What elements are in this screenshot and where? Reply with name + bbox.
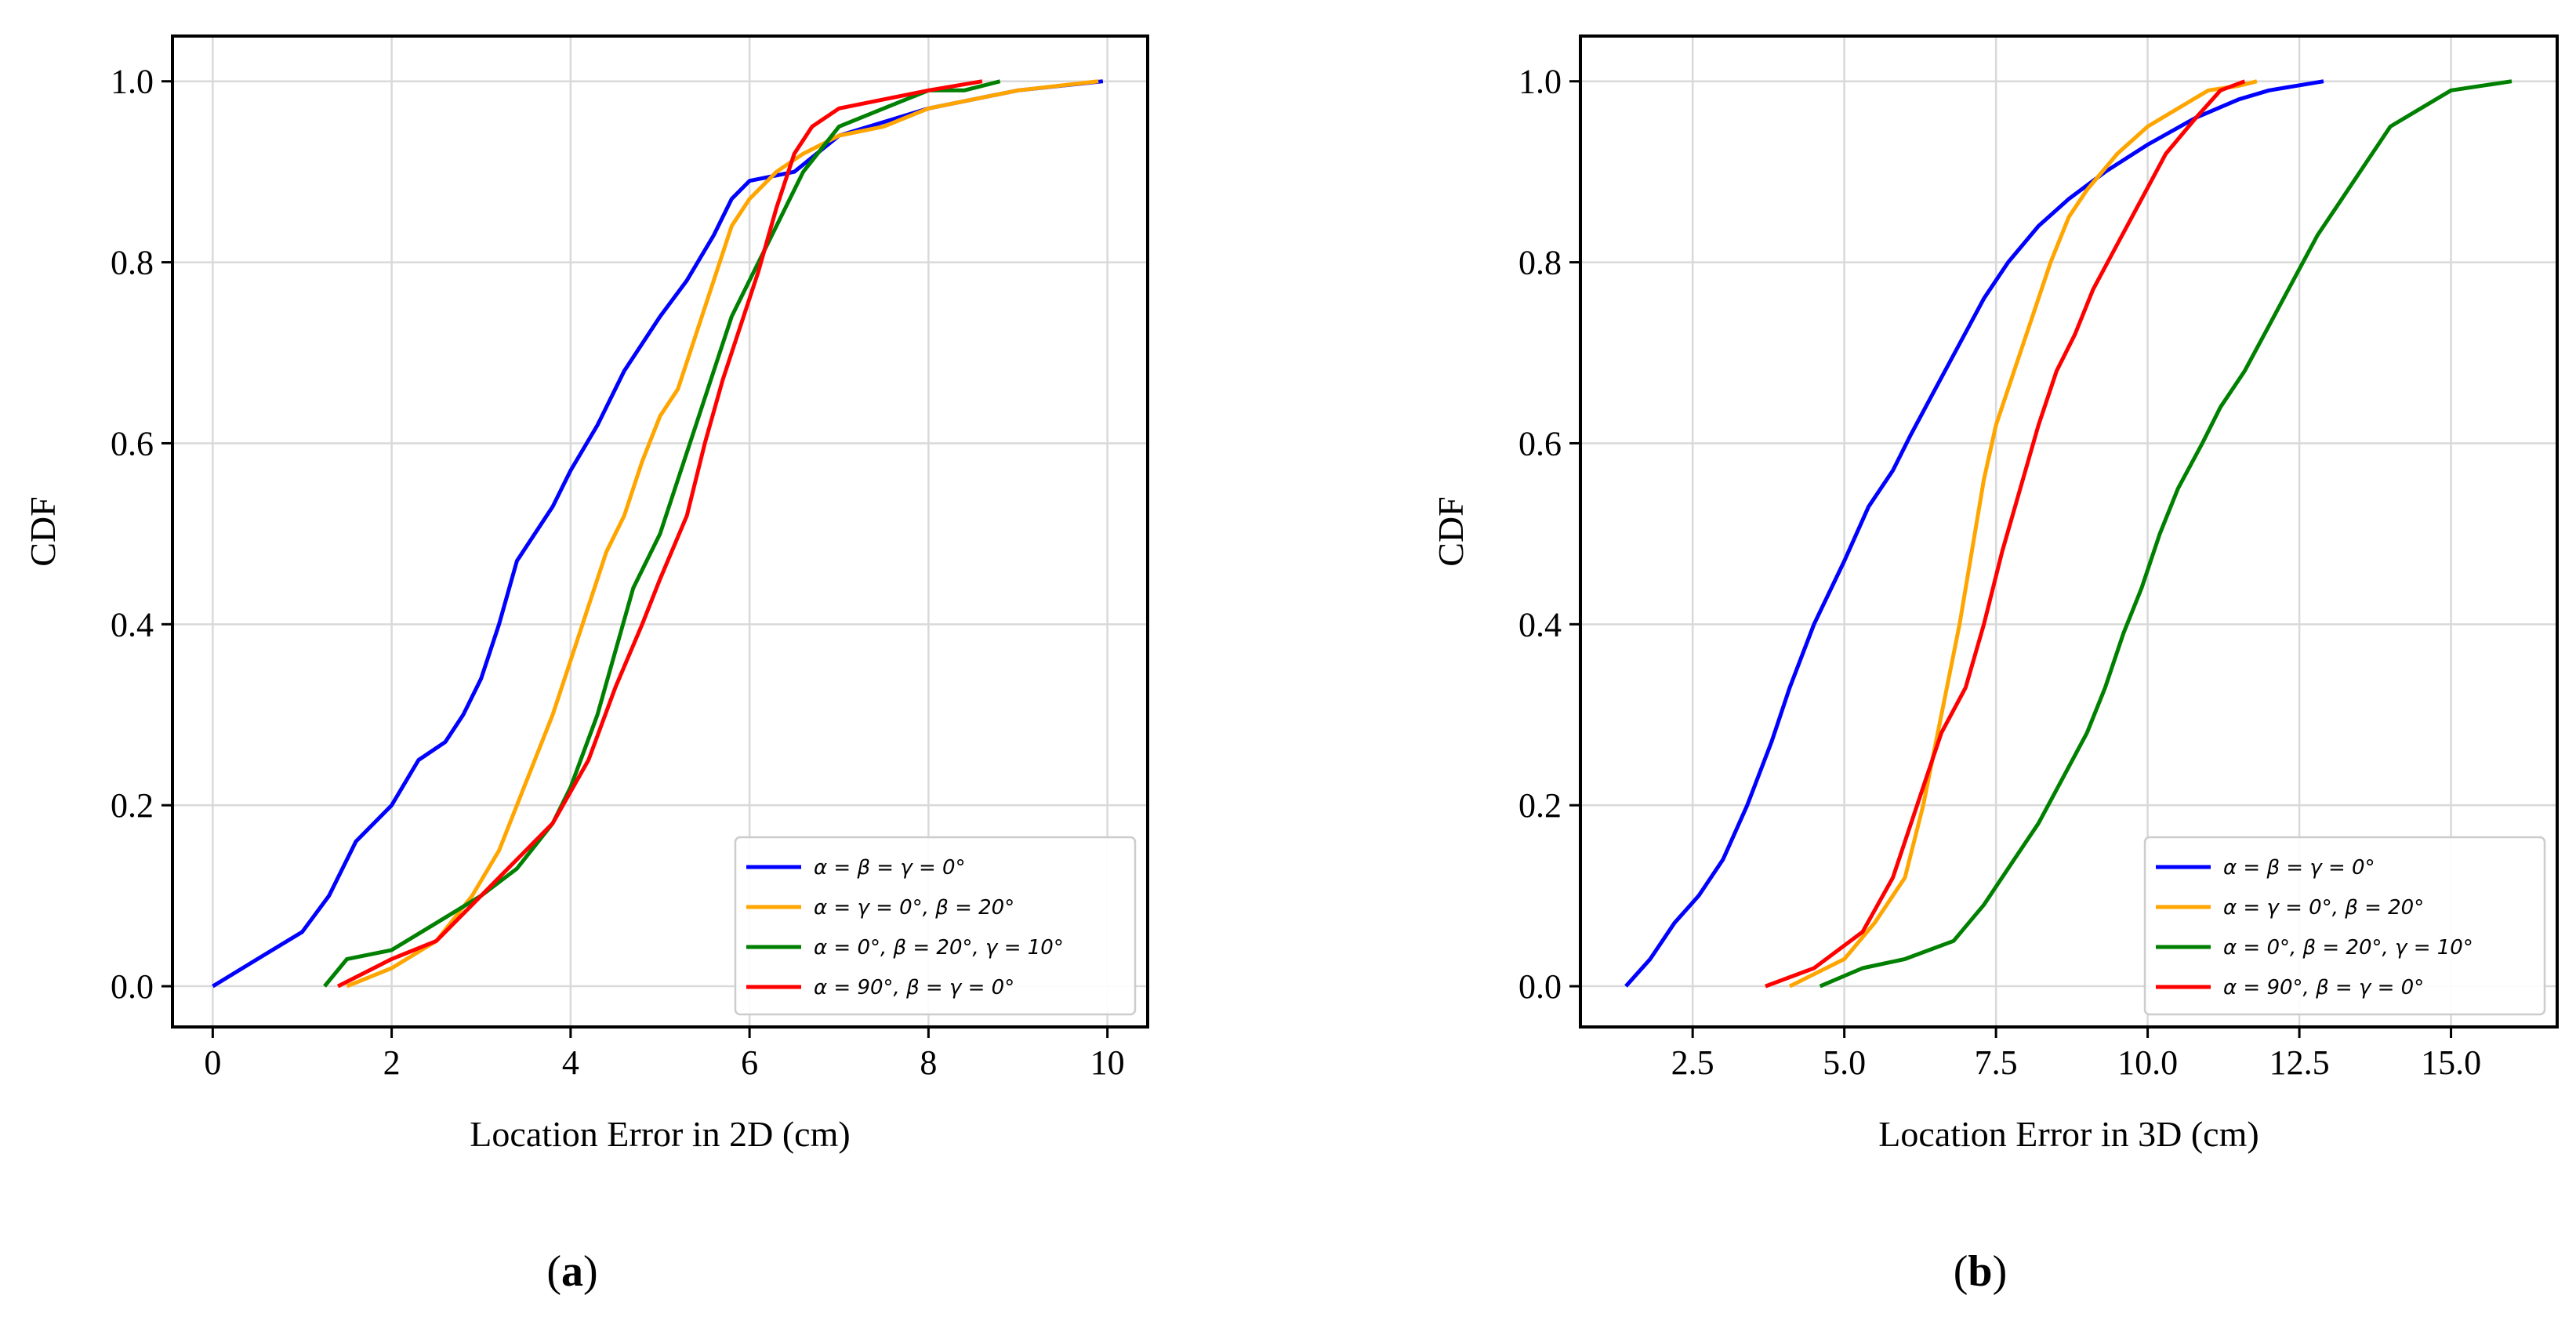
- legend-box: [2143, 836, 2546, 1016]
- x-tick-label: 2.5: [1671, 1043, 1714, 1082]
- x-tick-label: 10.0: [2117, 1043, 2178, 1082]
- x-tick-label: 5.0: [1823, 1043, 1866, 1082]
- y-axis-label: CDF: [23, 496, 63, 566]
- x-tick-label: 12.5: [2269, 1043, 2330, 1082]
- legend: α = β = γ = 0° α = γ = 0°, β = 20° α = 0°,…: [2143, 836, 2546, 1016]
- legend-entry: α = γ = 0°, β = 20°: [814, 896, 1014, 920]
- legend-entry: α = γ = 0°, β = 20°: [2223, 896, 2424, 920]
- x-tick-label: 10: [1090, 1043, 1125, 1082]
- x-tick-label: 4: [562, 1043, 579, 1082]
- legend-entry: α = 0°, β = 20°, γ = 10°: [814, 936, 1064, 960]
- legend-entry: α = 90°, β = γ = 0°: [2223, 976, 2424, 1000]
- x-tick-label: 8: [920, 1043, 937, 1082]
- chart-panel-b: 2.5 5.0 7.5 10.0 12.5 15.0 0.0 0.2 0.4 0.6 0.8 1.0 L…: [1431, 34, 2559, 1296]
- plot-frame: [171, 34, 1149, 1029]
- legend-box: [734, 836, 1137, 1016]
- series-line-3: [1819, 79, 2513, 989]
- y-tick-label: 0.0: [1518, 967, 1562, 1006]
- series-line-1: [1624, 79, 2324, 988]
- y-tick-label: 0.2: [1518, 786, 1562, 825]
- legend-entry: α = 0°, β = 20°, γ = 10°: [2223, 936, 2473, 960]
- panel-caption: (a): [546, 1247, 597, 1296]
- legend-entry: α = β = γ = 0°: [814, 856, 966, 880]
- series-line-4: [336, 79, 983, 989]
- y-tick-label: 0.0: [111, 967, 154, 1006]
- x-tick-label: 15.0: [2421, 1043, 2481, 1082]
- x-tick-label: 6: [741, 1043, 758, 1082]
- series-line-4: [1765, 79, 2246, 989]
- x-axis-label: Location Error in 3D (cm): [1878, 1114, 2259, 1154]
- x-tick-label: 0: [204, 1043, 221, 1082]
- legend-entry: α = 90°, β = γ = 0°: [814, 976, 1014, 1000]
- y-tick-label: 0.8: [111, 244, 154, 282]
- y-tick-label: 0.8: [1518, 244, 1562, 282]
- series-line-2: [1788, 79, 2258, 989]
- y-tick-label: 0.4: [111, 605, 154, 644]
- x-tick-label: 7.5: [1975, 1043, 2018, 1082]
- y-tick-label: 0.2: [111, 786, 154, 825]
- y-tick-label: 1.0: [1518, 63, 1562, 101]
- y-tick-label: 0.6: [111, 424, 154, 463]
- y-axis-label: CDF: [1431, 496, 1471, 566]
- x-tick-label: 2: [383, 1043, 401, 1082]
- legend: α = β = γ = 0° α = γ = 0°, β = 20° α = 0°,…: [734, 836, 1137, 1016]
- legend-entry: α = β = γ = 0°: [2223, 856, 2375, 880]
- plot-frame: [1579, 34, 2559, 1029]
- series-line-2: [346, 79, 1099, 989]
- x-axis-label: Location Error in 2D (cm): [470, 1114, 850, 1154]
- y-tick-label: 1.0: [111, 63, 154, 101]
- y-tick-label: 0.6: [1518, 424, 1562, 463]
- chart-panel-a: 0 2 4 6 8 10 0.0 0.2 0.4 0.6 0.8 1.0 Location Error …: [23, 34, 1149, 1296]
- panel-caption: (b): [1954, 1247, 2007, 1296]
- series-line-1: [212, 79, 1104, 989]
- y-tick-label: 0.4: [1518, 605, 1562, 644]
